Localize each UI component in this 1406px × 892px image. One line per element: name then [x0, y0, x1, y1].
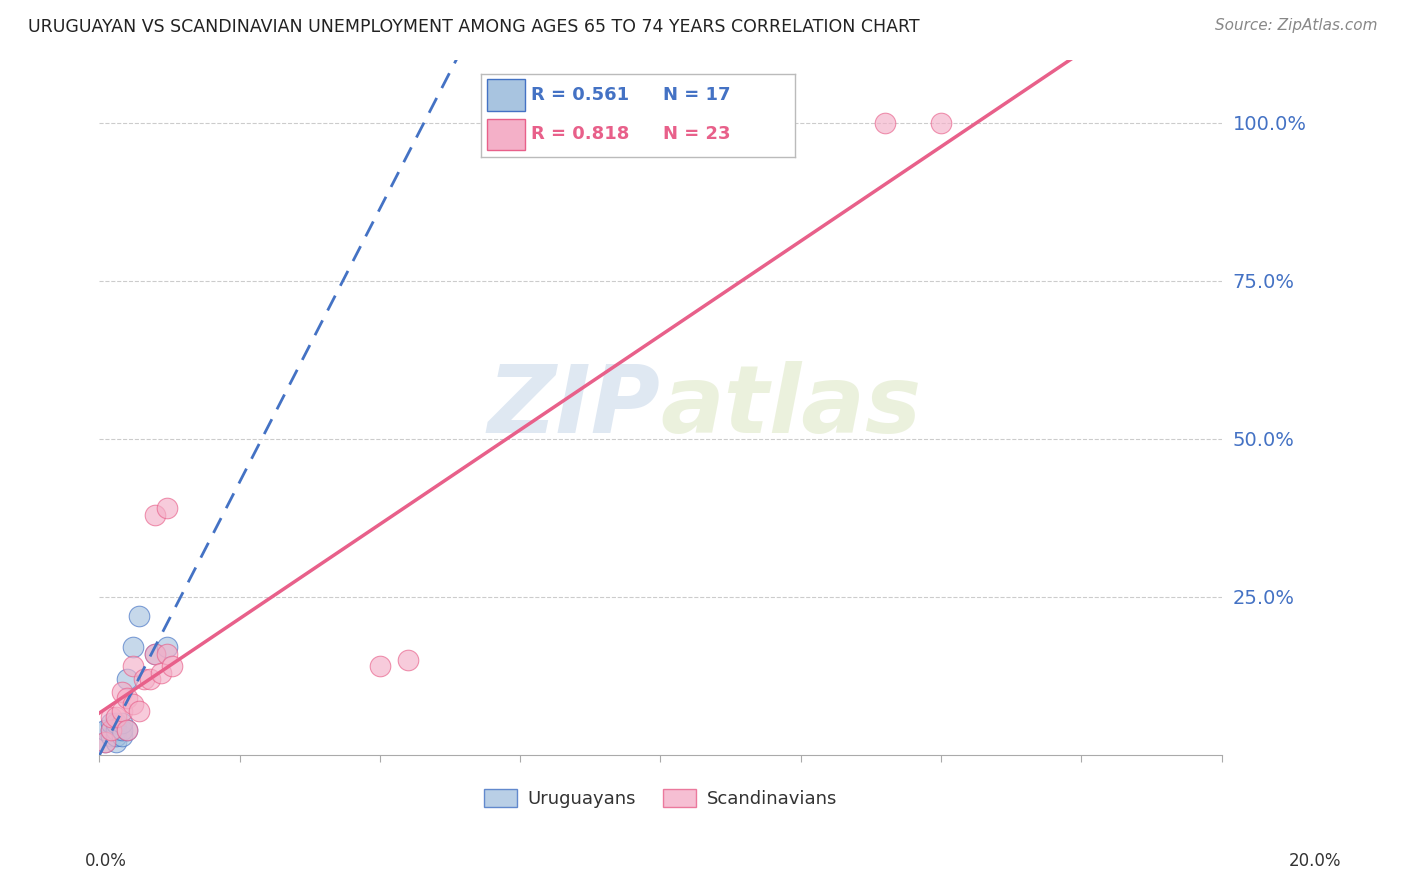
Point	[111, 723, 134, 737]
Point	[145, 508, 167, 522]
Point	[122, 640, 145, 655]
Point	[117, 691, 139, 706]
Point	[117, 723, 139, 737]
Point	[128, 608, 150, 623]
Point	[156, 647, 179, 661]
Point	[100, 716, 122, 731]
Point	[111, 729, 134, 743]
Point	[100, 729, 122, 743]
Point	[94, 735, 117, 749]
Point	[156, 640, 179, 655]
Point	[145, 647, 167, 661]
Point	[105, 716, 128, 731]
Point	[134, 672, 156, 686]
Point	[111, 704, 134, 718]
Text: Source: ZipAtlas.com: Source: ZipAtlas.com	[1215, 18, 1378, 33]
Point	[100, 723, 122, 737]
Point	[100, 710, 122, 724]
Text: atlas: atlas	[661, 361, 922, 453]
Point	[117, 672, 139, 686]
Point	[100, 723, 122, 737]
Point	[396, 653, 419, 667]
Point	[139, 672, 162, 686]
Point	[94, 723, 117, 737]
Text: ZIP: ZIP	[488, 361, 661, 453]
Point	[368, 659, 391, 673]
Point	[105, 723, 128, 737]
Point	[150, 665, 173, 680]
Point	[128, 704, 150, 718]
Point	[105, 710, 128, 724]
Point	[156, 501, 179, 516]
Text: 0.0%: 0.0%	[84, 852, 127, 870]
Text: 20.0%: 20.0%	[1288, 852, 1341, 870]
Text: URUGUAYAN VS SCANDINAVIAN UNEMPLOYMENT AMONG AGES 65 TO 74 YEARS CORRELATION CHA: URUGUAYAN VS SCANDINAVIAN UNEMPLOYMENT A…	[28, 18, 920, 36]
Point	[105, 729, 128, 743]
Point	[122, 659, 145, 673]
Point	[105, 735, 128, 749]
Point	[111, 716, 134, 731]
Point	[929, 116, 952, 130]
Point	[94, 735, 117, 749]
Point	[122, 698, 145, 712]
Point	[111, 684, 134, 698]
Legend: Uruguayans, Scandinavians: Uruguayans, Scandinavians	[477, 781, 844, 815]
Point	[145, 647, 167, 661]
Point	[873, 116, 896, 130]
Point	[117, 723, 139, 737]
Point	[162, 659, 184, 673]
